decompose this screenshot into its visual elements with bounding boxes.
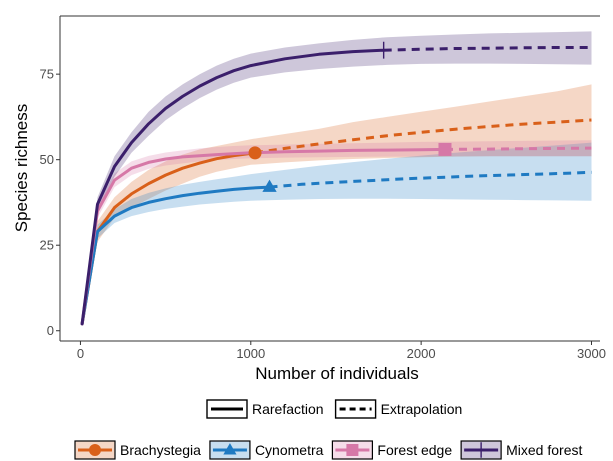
y-tick-label-25: 25 [40, 238, 54, 253]
x-tick-label-3000: 3000 [577, 346, 606, 361]
series-legend: Brachystegia Cynometra Forest edge Mixed fo… [74, 440, 582, 460]
ci-band-cynometra [82, 142, 592, 324]
legend-label-mixed-forest: Mixed forest [506, 442, 582, 458]
legend-label-rarefaction: Rarefaction [252, 401, 324, 417]
ci-band-mixed-forest [82, 31, 592, 324]
extrapolation-line-mixed-forest [383, 46, 592, 52]
observed-marker-forest-edge [438, 142, 452, 156]
extrapolation-line-brachystegia [254, 118, 592, 155]
legend-key-marker-forest-edge [346, 444, 359, 456]
legend-label-cynometra: Cynometra [255, 442, 324, 458]
extrapolation-line-cynometra [269, 170, 592, 189]
x-axis-title: Number of individuals [255, 364, 418, 383]
x-tick-label-1000: 1000 [236, 346, 265, 361]
series-lines [80, 46, 592, 326]
axes: 0 1000 2000 3000 0 25 50 75 [40, 15, 606, 361]
rarefaction-line-cynometra [80, 185, 271, 326]
y-tick-label-0: 0 [47, 323, 54, 338]
rarefaction-line-forest-edge [80, 147, 447, 326]
legend-key-marker-mixed-forest [475, 442, 488, 458]
observed-markers [248, 41, 452, 192]
x-tick-label-0: 0 [77, 346, 84, 361]
legend-key-marker-brachystegia [89, 444, 101, 456]
rarefaction-line-brachystegia [80, 151, 257, 326]
ci-band-brachystegia [82, 84, 592, 324]
y-tick-label-50: 50 [40, 152, 54, 167]
observed-marker-cynometra [262, 179, 277, 192]
y-axis-title: Species richness [12, 104, 31, 233]
confidence-bands [82, 31, 592, 324]
observed-marker-mixed-forest [377, 41, 391, 59]
x-tick-label-2000: 2000 [407, 346, 436, 361]
legend-key-marker-cynometra [223, 443, 237, 455]
observed-marker-brachystegia [248, 146, 262, 160]
extrapolation-line-forest-edge [444, 146, 592, 151]
y-tick-label-75: 75 [40, 67, 54, 82]
rarefaction-line-mixed-forest [80, 48, 386, 326]
legend-label-forest-edge: Forest edge [377, 442, 452, 458]
legend-label-extrapolation: Extrapolation [381, 401, 463, 417]
legend-label-brachystegia: Brachystegia [120, 442, 201, 458]
linetype-legend: Rarefaction Extrapolation [206, 399, 463, 419]
